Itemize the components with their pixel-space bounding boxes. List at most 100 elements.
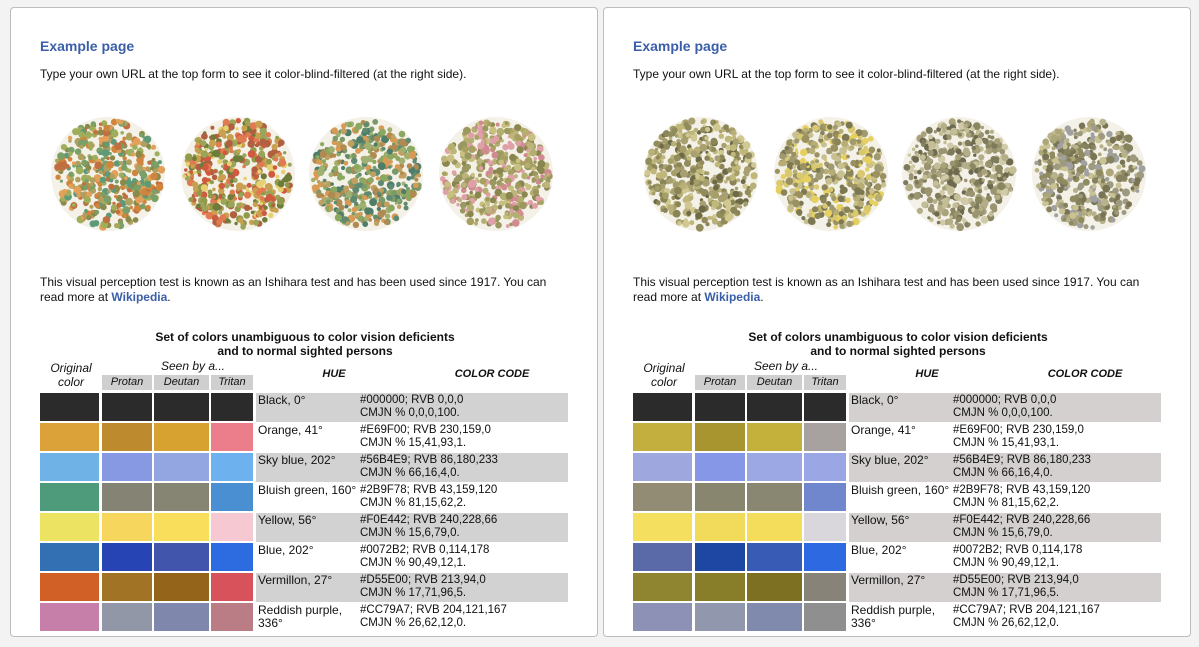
color-code-hex: #56B4E9; RVB 86,180,233	[953, 454, 1091, 466]
protan-swatch	[102, 393, 152, 421]
color-code-cmjn: CMJN % 81,15,62,2.	[953, 497, 1060, 509]
color-code-hex: #F0E442; RVB 240,228,66	[360, 514, 498, 526]
deutan-swatch	[747, 453, 802, 481]
intro-text: Type your own URL at the top form to see…	[633, 67, 1060, 81]
tritan-swatch	[211, 393, 253, 421]
test-description-text: This visual perception test is known as …	[40, 275, 547, 304]
hue-cell: Bluish green, 160°	[256, 483, 360, 512]
filtered-plate-1-icon	[644, 117, 758, 232]
color-code-hex: #0072B2; RVB 0,114,178	[953, 544, 1083, 556]
color-code-cmjn: CMJN % 0,0,0,100.	[953, 407, 1053, 419]
color-code-cell: #0072B2; RVB 0,114,178 CMJN % 90,49,12,1.	[951, 543, 1161, 572]
header-hue: HUE	[915, 368, 939, 380]
header-seen-by: Seen by a...	[753, 359, 819, 373]
tritan-swatch	[804, 513, 846, 541]
color-code-cmjn: CMJN % 17,71,96,5.	[953, 587, 1060, 599]
ishihara-plate-2-icon	[181, 117, 295, 231]
protan-swatch	[695, 573, 745, 601]
deutan-swatch	[154, 453, 209, 481]
tritan-swatch	[804, 573, 846, 601]
original-swatch	[40, 483, 99, 511]
original-swatch	[633, 543, 692, 571]
hue-cell: Bluish green, 160°	[849, 483, 953, 512]
color-code-hex: #56B4E9; RVB 86,180,233	[360, 454, 498, 466]
header-original-color: Original color	[643, 361, 685, 389]
table-row: Reddish purple, 336° #CC79A7; RVB 204,121…	[40, 603, 570, 632]
filtered-plates-svg	[644, 117, 1146, 232]
color-code-hex: #2B9F78; RVB 43,159,120	[953, 484, 1091, 496]
original-swatch	[40, 543, 99, 571]
original-swatch	[633, 393, 692, 421]
color-code-cmjn: CMJN % 15,41,93,1.	[953, 437, 1060, 449]
hue-cell: Yellow, 56°	[849, 513, 953, 542]
filtered-plate-4-icon	[1032, 117, 1146, 231]
color-table-title: Set of colors unambiguous to color visio…	[40, 330, 570, 358]
deutan-swatch	[154, 423, 209, 451]
hue-cell: Black, 0°	[849, 393, 953, 422]
protan-swatch	[695, 393, 745, 421]
header-original-color: Original color	[50, 361, 92, 389]
protan-swatch	[102, 573, 152, 601]
tritan-swatch	[804, 483, 846, 511]
color-code-cell: #56B4E9; RVB 86,180,233 CMJN % 66,16,4,0.	[951, 453, 1161, 482]
deutan-swatch	[747, 603, 802, 631]
table-row: Blue, 202° #0072B2; RVB 0,114,178 CMJN % 9…	[633, 543, 1163, 572]
ishihara-plate-20-icon	[439, 117, 553, 231]
table-row: Bluish green, 160° #2B9F78; RVB 43,159,12…	[40, 483, 570, 512]
hue-cell: Orange, 41°	[849, 423, 953, 452]
deutan-swatch	[154, 573, 209, 601]
color-code-cmjn: CMJN % 26,62,12,0.	[360, 617, 467, 629]
color-code-cmjn: CMJN % 81,15,62,2.	[360, 497, 467, 509]
original-swatch	[633, 483, 692, 511]
table-row: Orange, 41° #E69F00; RVB 230,159,0 CMJN % …	[633, 423, 1163, 452]
color-code-cell: #E69F00; RVB 230,159,0 CMJN % 15,41,93,1.	[358, 423, 568, 452]
table-row: Blue, 202° #0072B2; RVB 0,114,178 CMJN % 9…	[40, 543, 570, 572]
tritan-swatch	[211, 543, 253, 571]
intro-text: Type your own URL at the top form to see…	[40, 67, 467, 81]
window-bottom-strip	[0, 637, 1199, 647]
color-code-cell: #F0E442; RVB 240,228,66 CMJN % 15,6,79,0.	[358, 513, 568, 542]
hue-cell: Reddish purple, 336°	[256, 603, 360, 632]
color-table-title-line-2: and to normal sighted persons	[810, 344, 986, 358]
color-code-cell: #F0E442; RVB 240,228,66 CMJN % 15,6,79,0.	[951, 513, 1161, 542]
color-code-hex: #2B9F78; RVB 43,159,120	[360, 484, 498, 496]
color-code-cmjn: CMJN % 90,49,12,1.	[360, 557, 467, 569]
ishihara-plates-svg	[51, 117, 553, 231]
original-swatch	[40, 393, 99, 421]
ishihara-plate-1-icon	[51, 117, 166, 231]
page-title: Example page	[40, 38, 135, 54]
test-description: This visual perception test is known as …	[633, 275, 1158, 305]
protan-swatch	[102, 423, 152, 451]
color-code-cmjn: CMJN % 26,62,12,0.	[953, 617, 1060, 629]
deutan-swatch	[154, 603, 209, 631]
table-row: Orange, 41° #E69F00; RVB 230,159,0 CMJN % …	[40, 423, 570, 452]
deutan-swatch	[154, 543, 209, 571]
tritan-swatch	[804, 603, 846, 631]
deutan-swatch	[747, 513, 802, 541]
table-row: Reddish purple, 336° #CC79A7; RVB 204,121…	[633, 603, 1163, 632]
header-protan: Protan	[102, 375, 152, 390]
header-seen-by: Seen by a...	[160, 359, 226, 373]
tritan-swatch	[804, 393, 846, 421]
protan-swatch	[695, 603, 745, 631]
color-code-hex: #000000; RVB 0,0,0	[360, 394, 464, 406]
original-swatch	[633, 513, 692, 541]
header-tritan: Tritan	[211, 375, 253, 390]
tritan-swatch	[804, 453, 846, 481]
test-description-end: .	[167, 290, 171, 304]
color-code-cell: #2B9F78; RVB 43,159,120 CMJN % 81,15,62,2…	[951, 483, 1161, 512]
color-code-cmjn: CMJN % 66,16,4,0.	[953, 467, 1053, 479]
color-code-cmjn: CMJN % 15,6,79,0.	[360, 527, 460, 539]
color-code-cell: #D55E00; RVB 213,94,0 CMJN % 17,71,96,5.	[951, 573, 1161, 602]
deutan-swatch	[154, 393, 209, 421]
filtered-plate-2-icon	[774, 117, 888, 231]
header-color-code: COLOR CODE	[454, 368, 530, 380]
wikipedia-link[interactable]: Wikipedia	[704, 290, 761, 304]
wikipedia-link[interactable]: Wikipedia	[111, 290, 168, 304]
color-code-cell: #0072B2; RVB 0,114,178 CMJN % 90,49,12,1.	[358, 543, 568, 572]
table-row: Sky blue, 202° #56B4E9; RVB 86,180,233 CMJ…	[633, 453, 1163, 482]
protan-swatch	[695, 483, 745, 511]
deutan-swatch	[747, 483, 802, 511]
hue-cell: Vermillon, 27°	[849, 573, 953, 602]
tritan-swatch	[211, 423, 253, 451]
